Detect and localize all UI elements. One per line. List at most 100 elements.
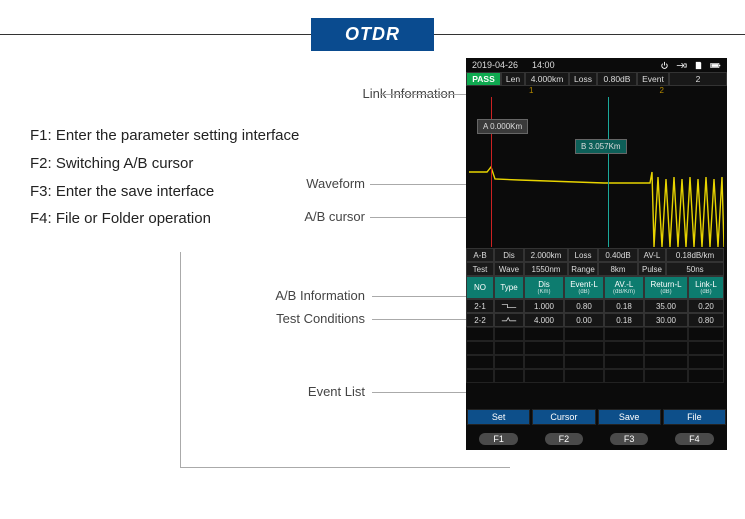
eh-avl: AV.-L(dB/Km) — [604, 276, 644, 299]
event-row[interactable]: 2-2 4.000 0.00 0.18 30.00 0.80 — [466, 313, 727, 327]
eh-retl: Return-L(dB) — [644, 276, 688, 299]
status-icons — [659, 61, 721, 70]
ab-l3: Loss — [568, 248, 598, 262]
description-block: F1: Enter the parameter setting interfac… — [30, 122, 299, 233]
ev2-avl: 0.18 — [604, 313, 644, 327]
link-len-value: 4.000km — [525, 72, 569, 86]
ab-v2: 2.000km — [524, 248, 568, 262]
test-v3: 8km — [598, 262, 638, 276]
eh-no: NO — [466, 276, 494, 299]
function-row: Set Cursor Save File — [466, 409, 727, 425]
ab-l2: Dis — [494, 248, 524, 262]
test-l3: Range — [568, 262, 598, 276]
scale-1: 1 — [466, 86, 597, 96]
desc-f2: F2: Switching A/B cursor — [30, 150, 299, 178]
test-l1: Test — [466, 262, 494, 276]
ev1-eventl: 0.80 — [564, 299, 604, 313]
fkey-row: F1 F2 F3 F4 — [466, 433, 727, 445]
title-row: OTDR — [0, 18, 745, 51]
anno-line-link — [380, 94, 466, 95]
anno-line-abinfo — [372, 296, 466, 297]
test-v2: 1550nm — [524, 262, 568, 276]
link-event-value: 2 — [669, 72, 727, 86]
event-empty-row — [466, 355, 727, 369]
event-empty-row — [466, 327, 727, 341]
scale-row: 1 2 — [466, 86, 727, 96]
sd-icon — [693, 61, 704, 70]
fn-cursor-button[interactable]: Cursor — [532, 409, 595, 425]
anno-ab-cursor: A/B cursor — [304, 209, 365, 224]
ev1-no: 2-1 — [466, 299, 494, 313]
cursor-b-tag: B 3.057Km — [575, 139, 627, 154]
ab-v4: 0.18dB/km — [666, 248, 724, 262]
test-info-row: Test Wave 1550nm Range 8km Pulse 50ns — [466, 262, 727, 276]
fk-f1[interactable]: F1 — [479, 433, 518, 445]
eh-linkl: Link-L(dB) — [688, 276, 724, 299]
fk-f4[interactable]: F4 — [675, 433, 714, 445]
status-time: 14:00 — [532, 60, 555, 70]
ev1-linkl: 0.20 — [688, 299, 724, 313]
anno-line-abcursor — [370, 217, 466, 218]
anno-waveform: Waveform — [306, 176, 365, 191]
link-len-label: Len — [501, 72, 525, 86]
ev2-linkl: 0.80 — [688, 313, 724, 327]
ab-l1: A-B — [466, 248, 494, 262]
link-info-row: PASS Len 4.000km Loss 0.80dB Event 2 — [466, 72, 727, 86]
power-icon — [659, 61, 670, 70]
usb-icon — [676, 61, 687, 70]
desc-f1: F1: Enter the parameter setting interfac… — [30, 122, 299, 150]
title-line-left — [0, 34, 311, 35]
anno-line-waveform — [370, 184, 466, 185]
link-loss-value: 0.80dB — [597, 72, 637, 86]
ev1-dis: 1.000 — [524, 299, 564, 313]
event-row[interactable]: 2-1 1.000 0.80 0.18 35.00 0.20 — [466, 299, 727, 313]
fn-set-button[interactable]: Set — [467, 409, 530, 425]
battery-icon — [710, 61, 721, 70]
cursor-b-line[interactable] — [608, 97, 609, 247]
pass-badge: PASS — [466, 72, 501, 86]
ev1-type-icon — [494, 299, 524, 313]
ev1-retl: 35.00 — [644, 299, 688, 313]
ev2-retl: 30.00 — [644, 313, 688, 327]
anno-ab-info: A/B Information — [275, 288, 365, 303]
fn-file-button[interactable]: File — [663, 409, 726, 425]
anno-test-cond: Test Conditions — [276, 311, 365, 326]
scale-2: 2 — [597, 86, 728, 96]
event-table-header: NO Type Dis(Km) Event-L(dB) AV.-L(dB/Km)… — [466, 276, 727, 299]
bracket-v — [180, 252, 181, 467]
title-line-right — [434, 34, 745, 35]
waveform-area[interactable]: A 0.000Km B 3.057Km — [469, 97, 724, 247]
desc-f3: F3: Enter the save interface — [30, 178, 299, 206]
bracket-h — [180, 467, 510, 468]
status-bar: 2019-04-26 14:00 — [466, 58, 727, 72]
test-v4: 50ns — [666, 262, 724, 276]
ev2-no: 2-2 — [466, 313, 494, 327]
eh-dis: Dis(Km) — [524, 276, 564, 299]
anno-line-eventlist — [372, 392, 466, 393]
test-l4: Pulse — [638, 262, 666, 276]
otdr-device-screen: 2019-04-26 14:00 PASS Len 4.000km Loss 0… — [466, 58, 727, 450]
fk-f3[interactable]: F3 — [610, 433, 649, 445]
link-loss-label: Loss — [569, 72, 597, 86]
ab-l4: AV-L — [638, 248, 666, 262]
ev1-avl: 0.18 — [604, 299, 644, 313]
desc-f4: F4: File or Folder operation — [30, 205, 299, 233]
cursor-a-tag: A 0.000Km — [477, 119, 528, 134]
event-empty-row — [466, 369, 727, 383]
fk-f2[interactable]: F2 — [545, 433, 584, 445]
status-date: 2019-04-26 — [472, 60, 518, 70]
ev2-dis: 4.000 — [524, 313, 564, 327]
title-badge: OTDR — [311, 18, 434, 51]
anno-line-testcond — [372, 319, 466, 320]
eh-type: Type — [494, 276, 524, 299]
ev2-eventl: 0.00 — [564, 313, 604, 327]
ab-info-row: A-B Dis 2.000km Loss 0.40dB AV-L 0.18dB/… — [466, 248, 727, 262]
anno-event-list: Event List — [308, 384, 365, 399]
link-event-label: Event — [637, 72, 669, 86]
ev2-type-icon — [494, 313, 524, 327]
fn-save-button[interactable]: Save — [598, 409, 661, 425]
ab-v3: 0.40dB — [598, 248, 638, 262]
test-l2: Wave — [494, 262, 524, 276]
event-empty-row — [466, 341, 727, 355]
eh-eventl: Event-L(dB) — [564, 276, 604, 299]
